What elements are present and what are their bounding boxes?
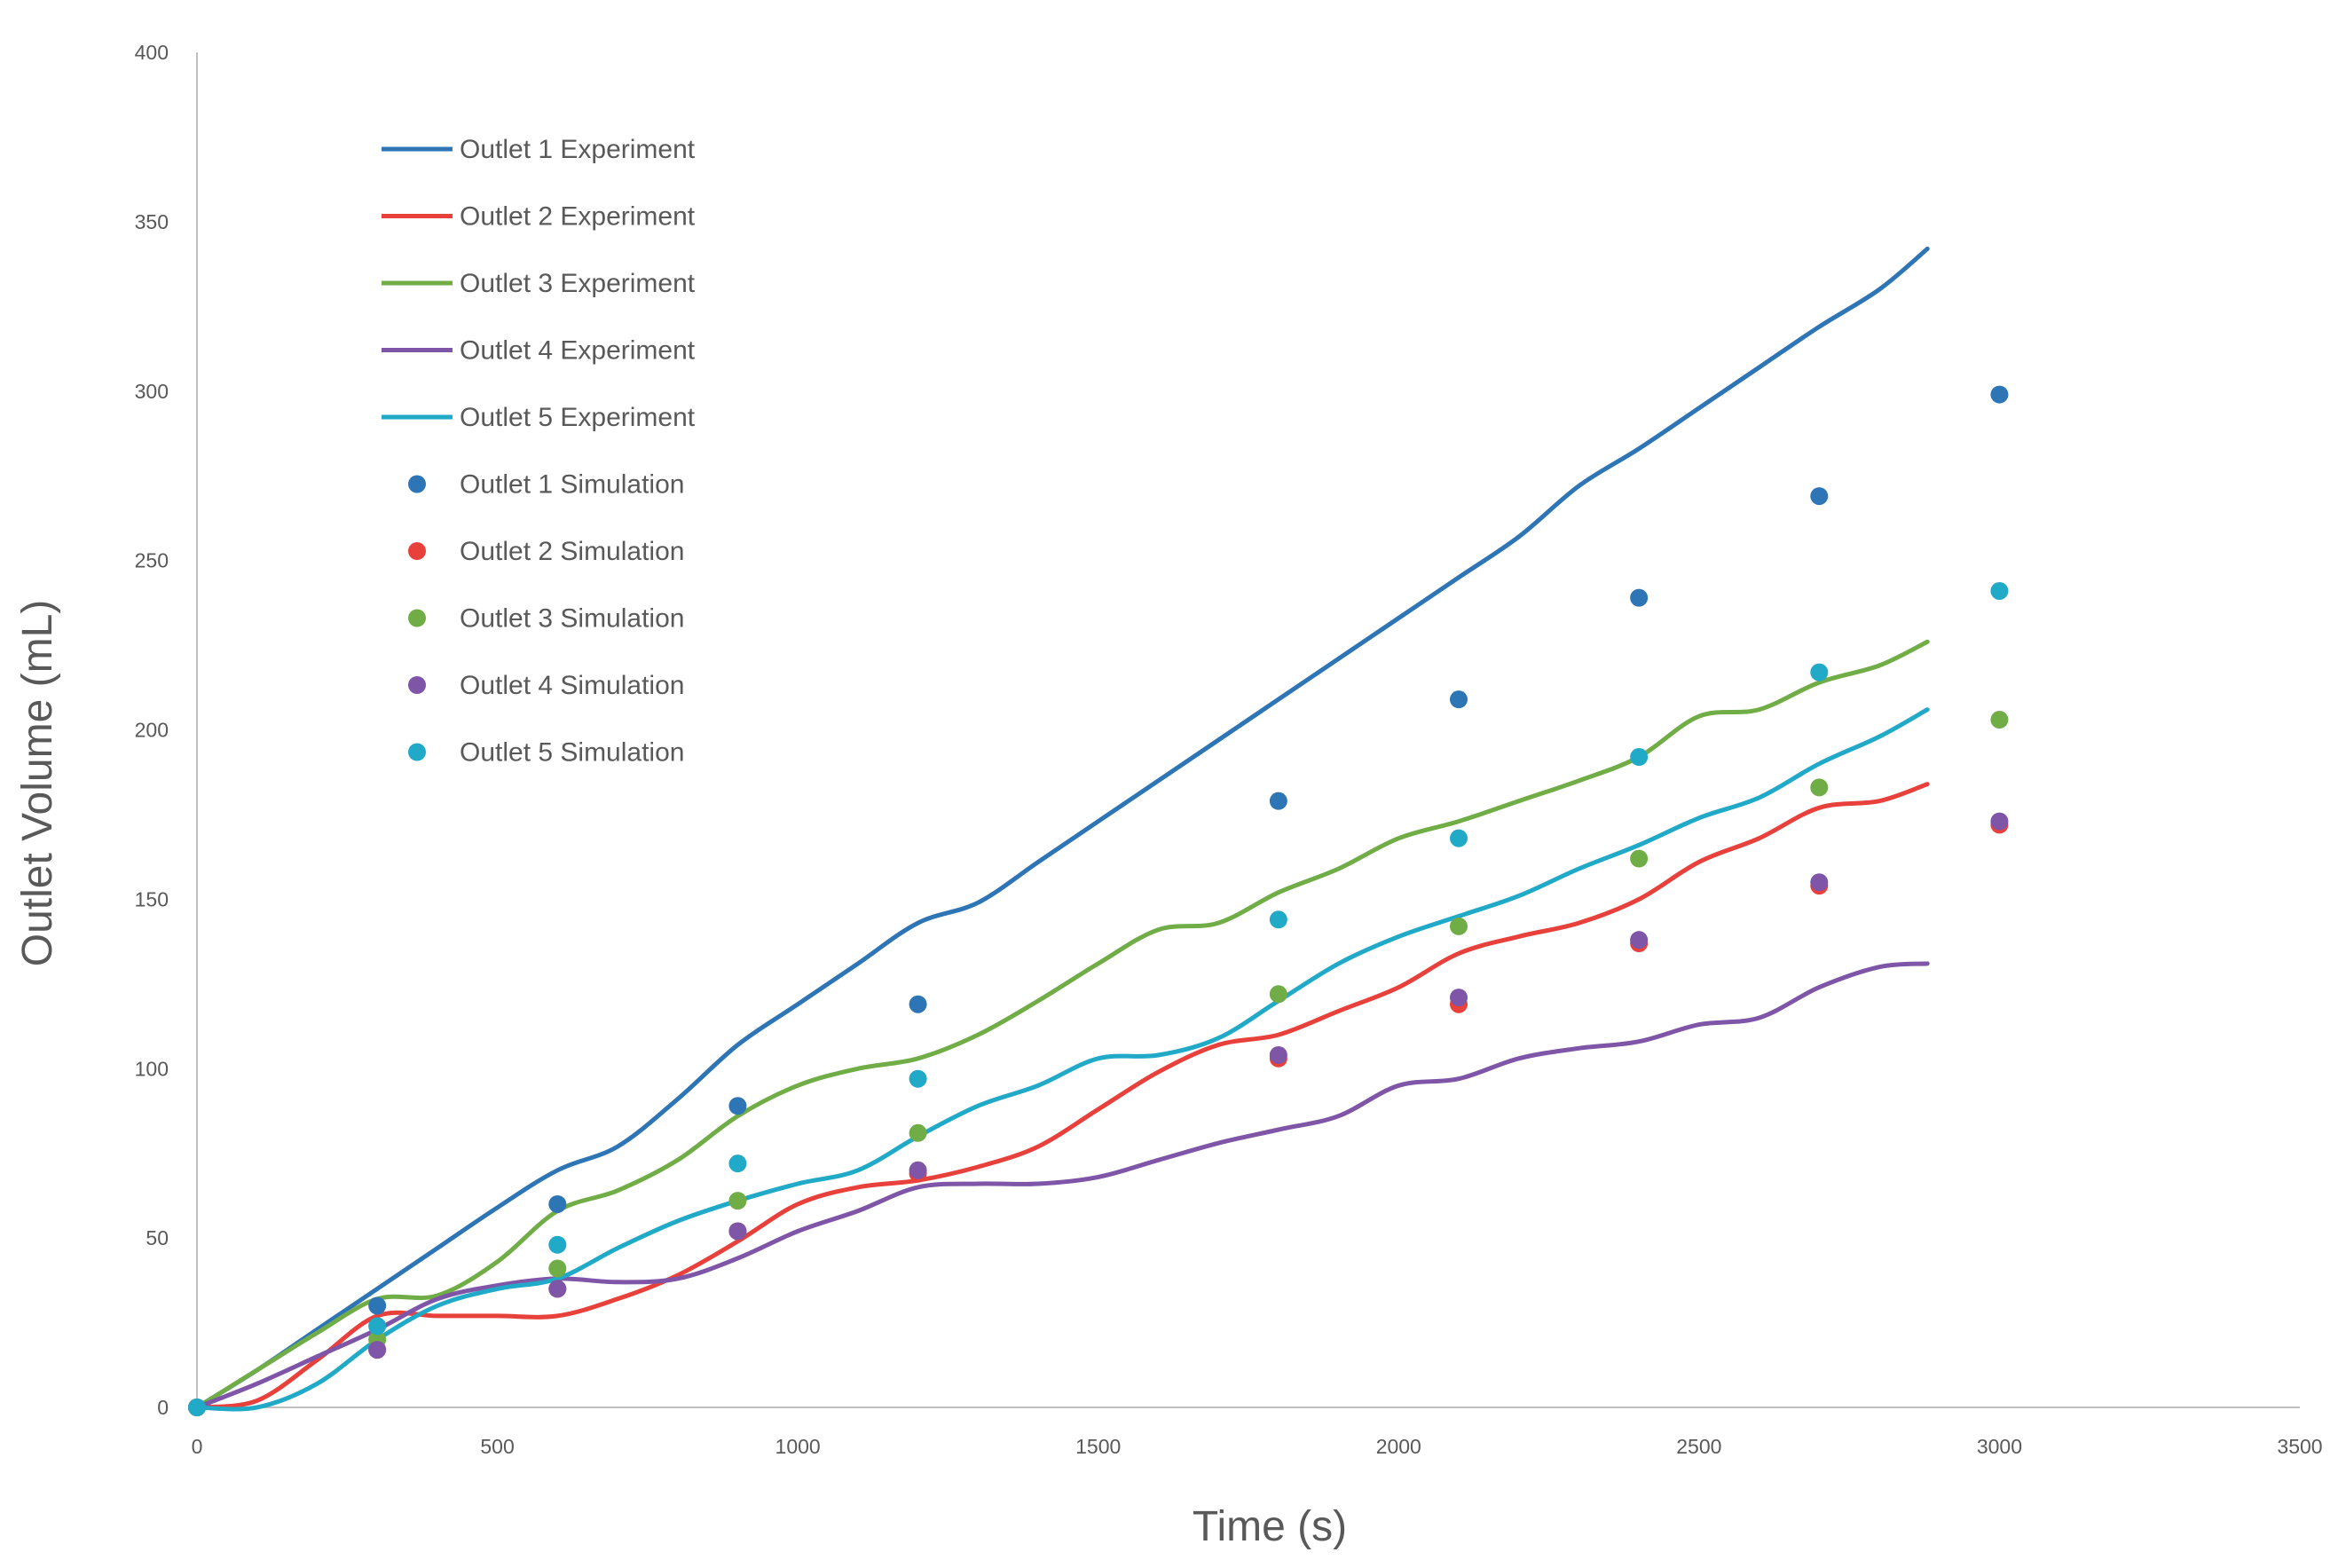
x-tick-label: 2500 bbox=[1676, 1435, 1721, 1458]
legend-item: Outlet 2 Simulation bbox=[408, 537, 684, 566]
outlet-4-simulation-point bbox=[728, 1222, 747, 1241]
outlet-3-simulation-point bbox=[1810, 778, 1829, 797]
outlet-4-simulation-point bbox=[1269, 1045, 1287, 1064]
x-tick-label: 1500 bbox=[1075, 1435, 1121, 1458]
legend-label: Outlet 3 Simulation bbox=[460, 604, 684, 634]
outlet-3-simulation-point bbox=[728, 1192, 747, 1210]
legend-item: Outlet 5 Simulation bbox=[408, 738, 684, 768]
outlet-5-simulation-point bbox=[188, 1399, 206, 1416]
outlet-5-simulation-point bbox=[1990, 581, 2009, 600]
simulation-points bbox=[188, 385, 2009, 1416]
y-tick-label: 0 bbox=[157, 1396, 169, 1419]
legend-marker-swatch bbox=[408, 475, 426, 493]
outlet-4-simulation-point bbox=[909, 1161, 927, 1179]
outlet-3-simulation-point bbox=[548, 1259, 567, 1278]
legend: Outlet 1 Experiment Outlet 2 Experiment Ou… bbox=[382, 135, 696, 768]
legend-item: Outlet 2 Experiment bbox=[382, 202, 696, 232]
legend-label: Outlet 1 Experiment bbox=[460, 135, 696, 164]
legend-item: Outlet 4 Experiment bbox=[382, 336, 696, 366]
outlet-5-simulation-point bbox=[1810, 663, 1829, 682]
outlet-1-simulation-point bbox=[1269, 792, 1287, 810]
y-tick-label: 350 bbox=[135, 210, 169, 233]
legend-label: Outlet 2 Simulation bbox=[460, 537, 684, 566]
y-tick-label: 300 bbox=[135, 380, 169, 403]
legend-marker-swatch bbox=[408, 676, 426, 694]
y-tick-label: 100 bbox=[135, 1057, 169, 1080]
outlet-1-simulation-point bbox=[728, 1097, 747, 1115]
legend-label: Outlet 4 Simulation bbox=[460, 671, 684, 700]
outlet-5-simulation-point bbox=[1269, 910, 1287, 929]
outlet-1-simulation-point bbox=[1990, 385, 2009, 404]
outlet-1-simulation-point bbox=[368, 1296, 387, 1315]
outlet-5-simulation-point bbox=[909, 1069, 927, 1088]
outlet-3-simulation-point bbox=[1269, 985, 1287, 1004]
outlet-5-simulation-point bbox=[728, 1154, 747, 1173]
legend-item: Outlet 4 Simulation bbox=[408, 671, 684, 700]
outlet-2-experiment-line bbox=[194, 782, 1930, 1410]
y-tick-label: 150 bbox=[135, 887, 169, 910]
outlet-5-simulation-point bbox=[368, 1317, 387, 1336]
y-tick-label: 250 bbox=[135, 549, 169, 572]
x-tick-label: 1000 bbox=[775, 1435, 821, 1458]
legend-item: Outlet 5 Experiment bbox=[382, 403, 696, 432]
legend-label: Outlet 5 Experiment bbox=[460, 403, 696, 432]
outlet-4-simulation-point bbox=[1810, 873, 1829, 892]
axes bbox=[196, 52, 2300, 1408]
y-tick-labels: 0 50 100 150 200 250 300 350 400 bbox=[135, 41, 169, 1419]
x-tick-label: 3000 bbox=[1977, 1435, 2022, 1458]
outlet-1-experiment-line bbox=[194, 246, 1930, 1410]
outlet-1-simulation-point bbox=[909, 995, 927, 1013]
x-tick-label: 2000 bbox=[1376, 1435, 1421, 1458]
outlet-3-simulation-point bbox=[1630, 849, 1649, 868]
legend-item: Outlet 3 Simulation bbox=[408, 604, 684, 634]
outlet-4-simulation-point bbox=[368, 1341, 387, 1359]
outlet-4-simulation-point bbox=[1630, 931, 1649, 949]
y-tick-label: 50 bbox=[146, 1226, 169, 1249]
outlet-4-simulation-point bbox=[1450, 989, 1468, 1007]
outlet-1-simulation-point bbox=[548, 1194, 567, 1213]
legend-label: Outlet 5 Simulation bbox=[460, 738, 684, 768]
outlet-3-simulation-point bbox=[1990, 711, 2009, 729]
y-tick-label: 400 bbox=[135, 41, 169, 64]
legend-label: Outlet 3 Experiment bbox=[460, 269, 696, 298]
legend-item: Outlet 1 Experiment bbox=[382, 135, 696, 164]
legend-label: Outlet 1 Simulation bbox=[460, 470, 684, 500]
outlet-3-simulation-point bbox=[1450, 917, 1468, 935]
outlet-5-simulation-point bbox=[548, 1235, 567, 1254]
outlet-4-experiment-line bbox=[194, 961, 1930, 1410]
legend-item: Outlet 1 Simulation bbox=[408, 470, 684, 500]
outlet-5-simulation-point bbox=[1450, 829, 1468, 847]
y-axis-title: Outlet Volume (mL) bbox=[14, 600, 61, 966]
legend-marker-swatch bbox=[408, 743, 426, 761]
x-tick-label: 3500 bbox=[2277, 1435, 2322, 1458]
legend-item: Outlet 3 Experiment bbox=[382, 269, 696, 298]
legend-label: Outlet 2 Experiment bbox=[460, 202, 696, 232]
outlet-1-simulation-point bbox=[1450, 690, 1468, 709]
outlet-1-simulation-point bbox=[1810, 487, 1829, 506]
legend-marker-swatch bbox=[408, 609, 426, 627]
experiment-lines bbox=[194, 246, 1930, 1412]
x-tick-label: 0 bbox=[192, 1435, 203, 1458]
y-tick-label: 200 bbox=[135, 719, 169, 742]
outlet-4-simulation-point bbox=[548, 1280, 567, 1298]
x-tick-labels: 0 500 1000 1500 2000 2500 3000 3500 bbox=[192, 1435, 2323, 1458]
x-axis-title: Time (s) bbox=[1193, 1503, 1347, 1550]
outlet-4-simulation-point bbox=[1990, 812, 2009, 831]
outlet-5-experiment-line bbox=[194, 707, 1930, 1412]
x-tick-label: 500 bbox=[480, 1435, 514, 1458]
outlet-5-simulation-point bbox=[1630, 748, 1649, 767]
legend-marker-swatch bbox=[408, 542, 426, 560]
outlet-1-simulation-point bbox=[1630, 588, 1649, 607]
outlet-3-simulation-point bbox=[909, 1123, 927, 1142]
legend-label: Outlet 4 Experiment bbox=[460, 336, 696, 366]
